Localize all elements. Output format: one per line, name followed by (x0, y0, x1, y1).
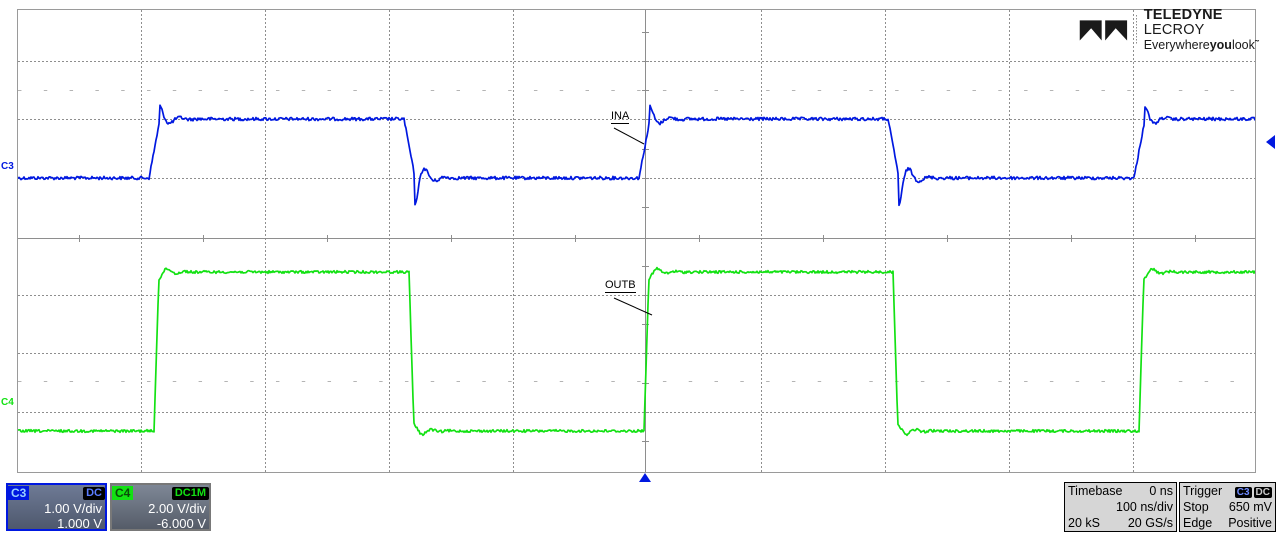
gridline-v (141, 10, 142, 472)
timebase-samplerate[interactable]: 20 GS/s (1127, 516, 1173, 530)
trigger-level[interactable]: 650 mV (1228, 500, 1272, 514)
gridline-v (389, 10, 390, 472)
gridline-v (265, 10, 266, 472)
axis-tick (642, 324, 649, 325)
gridline-h (18, 353, 1255, 354)
trigger-coupling-badge[interactable]: DC (1253, 487, 1272, 498)
trigger-position-marker[interactable] (639, 473, 651, 482)
axis-tick (451, 235, 452, 242)
axis-tick (642, 90, 649, 91)
axis-tick (642, 207, 649, 208)
axis-tick (203, 235, 204, 242)
teledyne-lecroy-logo: TELEDYNE LECROY Everywhereyoulook˜ (1078, 8, 1270, 52)
trigger-type[interactable]: Edge (1183, 516, 1213, 530)
trace-ina (18, 104, 1255, 207)
gridline-v (885, 10, 886, 472)
gridline-v (513, 10, 514, 472)
gridline-v (1009, 10, 1010, 472)
timebase-descriptor[interactable]: Timebase 0 ns 100 ns/div 20 kS 20 GS/s (1064, 482, 1177, 532)
annotation-ina-label: INA (611, 110, 630, 122)
logo-brand: TELEDYNE LECROY (1143, 7, 1223, 38)
trigger-source-badge[interactable]: C3 (1234, 487, 1252, 498)
axis-tick (575, 235, 576, 242)
waveform-traces (18, 104, 1255, 437)
axis-tick (642, 412, 649, 413)
axis-tick (642, 61, 649, 62)
annotation-underline (605, 292, 636, 293)
axis-tick (79, 235, 80, 242)
gridline-h (18, 61, 1255, 62)
annotation-outb-label: OUTB (605, 279, 636, 291)
axis-tick (823, 235, 824, 242)
channel-voltsdiv-c4[interactable]: 2.00 V/div (148, 501, 206, 516)
axis-tick (699, 235, 700, 242)
channel-marker-c4[interactable]: C4 (1, 397, 14, 408)
axis-tick (1195, 235, 1196, 242)
channel-descriptor-c3[interactable]: C3 DC 1.00 V/div 1.000 V (6, 483, 107, 531)
horizontal-center-axis (18, 238, 1255, 239)
teledyne-chevron-mark (1079, 20, 1128, 41)
subdivision-dots (18, 381, 1255, 382)
axis-tick (327, 235, 328, 242)
annotation-ina: INA (611, 110, 630, 124)
trigger-slope[interactable]: Positive (1228, 516, 1272, 530)
annotation-outb: OUTB (605, 279, 636, 293)
annotation-underline (611, 123, 630, 124)
channel-tag-c4[interactable]: C4 (112, 486, 134, 500)
timebase-delay[interactable]: 0 ns (1149, 484, 1173, 498)
axis-tick (642, 353, 649, 354)
trigger-state[interactable]: Stop (1183, 500, 1209, 514)
subdivision-dots (18, 90, 1255, 91)
channel-coupling-c3[interactable]: DC (83, 486, 105, 500)
channel-marker-c3[interactable]: C3 (1, 161, 14, 172)
axis-tick (642, 266, 649, 267)
channel-offset-c4[interactable]: -6.000 V (156, 516, 206, 531)
axis-tick (947, 235, 948, 242)
channel-coupling-c4[interactable]: DC1M (171, 486, 209, 500)
trigger-title: Trigger (1183, 484, 1223, 498)
gridline-h (18, 119, 1255, 120)
gridline-h (18, 295, 1255, 296)
axis-tick (642, 178, 649, 179)
logo-divider (1135, 15, 1137, 45)
channel-descriptor-c4[interactable]: C4 DC1M 2.00 V/div -6.000 V (110, 483, 211, 531)
channel-tag-c3[interactable]: C3 (8, 486, 30, 500)
trigger-descriptor[interactable]: Trigger C3 DC Stop 650 mV Edge Positive (1179, 482, 1276, 532)
c3-level-marker[interactable] (1266, 135, 1275, 149)
annotation-leaders (613, 127, 653, 316)
axis-tick (642, 441, 649, 442)
gridline-h (18, 412, 1255, 413)
axis-tick (642, 295, 649, 296)
timebase-memory[interactable]: 20 kS (1068, 516, 1100, 530)
gridline-v (1133, 10, 1134, 472)
channel-voltsdiv-c3[interactable]: 1.00 V/div (44, 501, 102, 516)
timebase-timediv[interactable]: 100 ns/div (1116, 500, 1173, 514)
axis-tick (642, 149, 649, 150)
gridline-v (761, 10, 762, 472)
waveform-grid[interactable]: INA OUTB (17, 9, 1256, 473)
axis-tick (642, 32, 649, 33)
vertical-center-axis (645, 10, 646, 472)
trigger-badges: C3 DC (1233, 483, 1272, 499)
logo-tagline: Everywhereyoulook˜ (1143, 38, 1260, 53)
trace-outb (18, 266, 1255, 437)
axis-tick (642, 119, 649, 120)
channel-offset-c3[interactable]: 1.000 V (57, 516, 102, 531)
timebase-title: Timebase (1068, 484, 1123, 498)
axis-tick (1071, 235, 1072, 242)
